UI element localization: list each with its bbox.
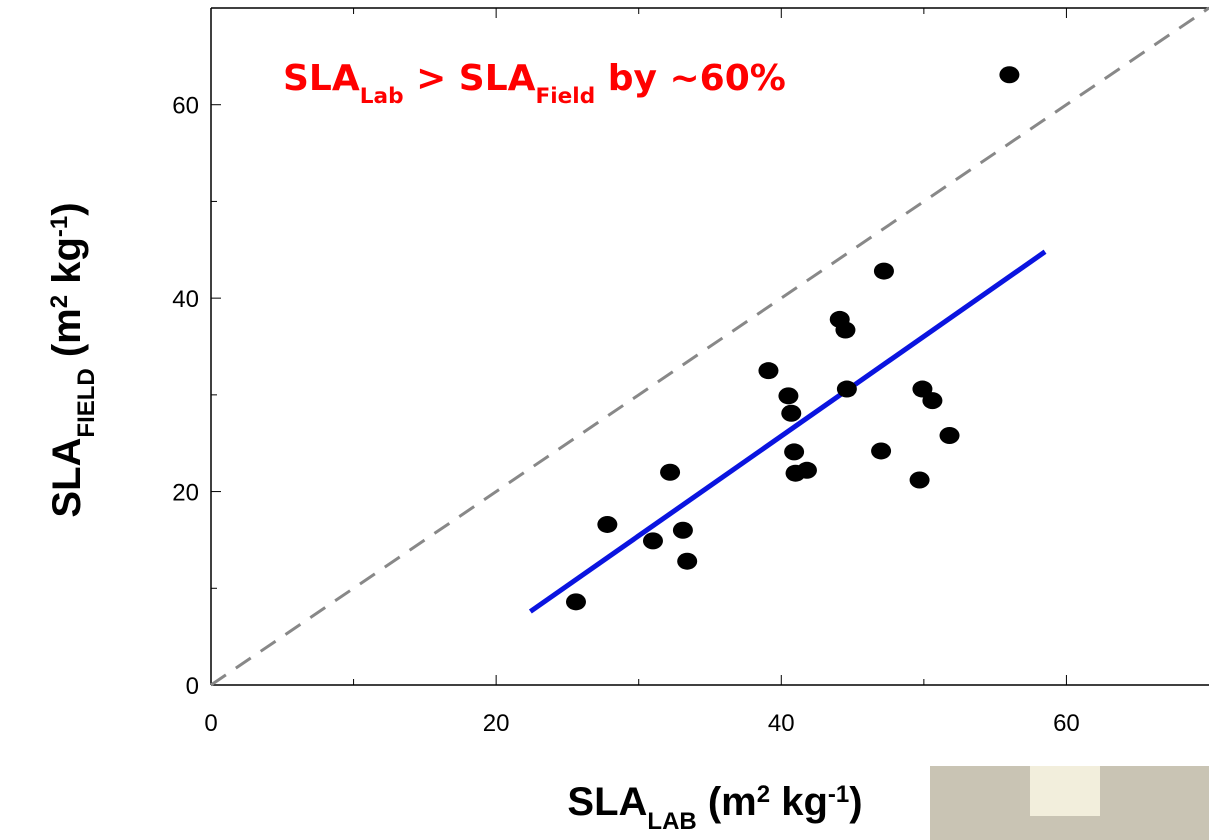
annotation-part: Field [536, 84, 596, 109]
point [909, 471, 930, 489]
photo-fragment-light [1030, 766, 1100, 816]
y-label-part: FIELD [73, 368, 100, 437]
point [597, 515, 618, 533]
y-label-part: -1 [46, 216, 73, 237]
point [922, 392, 943, 410]
point [873, 262, 894, 280]
point [784, 443, 805, 461]
point [999, 66, 1020, 84]
x-label: SLALAB (m2 kg-1) [567, 780, 862, 835]
annotation: SLALab > SLAField by ~60% [283, 58, 786, 109]
point [781, 404, 802, 422]
point [796, 461, 817, 479]
annotation-part: SLA [283, 58, 360, 99]
point [565, 593, 586, 611]
x-label-part: LAB [647, 808, 696, 835]
y-tick-label: 20 [172, 480, 199, 507]
x-label-part: -1 [828, 781, 849, 808]
point [939, 426, 960, 444]
x-label-part: SLA [567, 780, 647, 824]
point [677, 552, 698, 570]
x-label-part: kg [770, 780, 828, 824]
annotation-part: Lab [360, 84, 404, 109]
point [642, 532, 663, 550]
point [835, 321, 856, 339]
y-tick-label: 0 [186, 673, 199, 700]
y-tick-label: 60 [172, 93, 199, 120]
point [871, 442, 892, 460]
x-label-part: (m [697, 780, 757, 824]
x-tick-label: 60 [1053, 710, 1080, 737]
y-tick-label: 40 [172, 286, 199, 313]
x-label-part: ) [849, 780, 862, 824]
x-label-part: 2 [757, 781, 770, 808]
x-tick-label: 40 [768, 710, 795, 737]
annotation-part: > SLA [404, 58, 536, 99]
fit-line [528, 249, 1047, 614]
y-label-part: 2 [46, 295, 73, 308]
y-label: SLAFIELD (m2 kg-1) [45, 202, 100, 517]
y-label-part: (m [45, 308, 89, 368]
x-tick-label: 0 [204, 710, 217, 737]
point [758, 362, 779, 380]
annotation-part: by ~60% [595, 58, 786, 99]
point [660, 463, 681, 481]
y-label-part: SLA [45, 438, 89, 518]
y-label-part: ) [45, 202, 89, 215]
y-label-part: kg [45, 237, 89, 295]
reference-line [210, 6, 1209, 687]
x-tick-label: 20 [483, 710, 510, 737]
point [836, 380, 857, 398]
point [778, 387, 799, 405]
point [672, 521, 693, 539]
